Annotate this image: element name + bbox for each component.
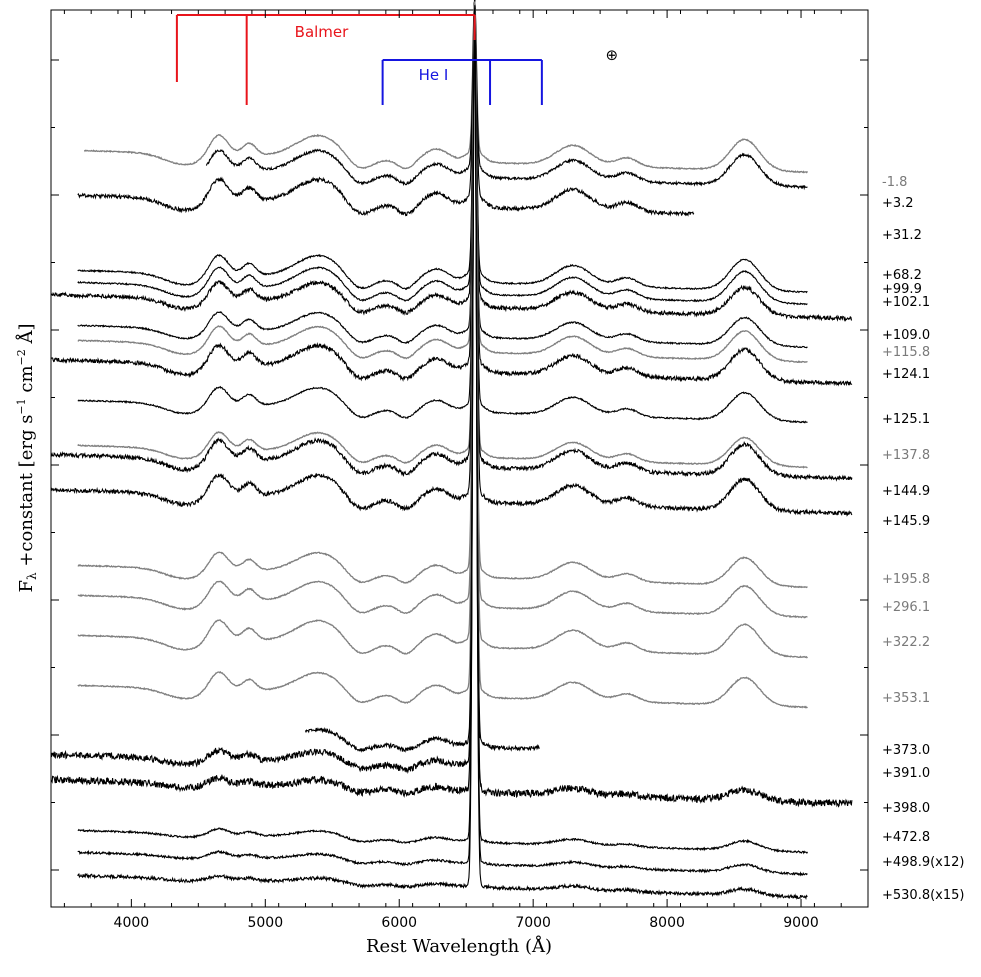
spectrum-line — [77, 11, 808, 877]
epoch-label: +68.2 — [882, 268, 922, 283]
spectrum-line — [50, 0, 853, 387]
x-tick-label: 4000 — [114, 915, 150, 931]
spectrum-line — [77, 1, 808, 424]
y-axis-title-rest: +constant [erg s — [16, 415, 37, 573]
spectrum-line — [83, 0, 808, 174]
epoch-label: +530.8(x15) — [882, 888, 965, 903]
spectrum-line — [50, 7, 853, 808]
epoch-label: +145.9 — [882, 514, 930, 529]
spectrum-line — [77, 11, 808, 900]
y-axis-title-f: F — [16, 580, 37, 593]
x-tick-label: 5000 — [247, 915, 283, 931]
epoch-label: +125.1 — [882, 412, 930, 427]
epoch-label: +391.0 — [882, 766, 930, 781]
epoch-label: +31.2 — [882, 228, 922, 243]
balmer-label: Balmer — [295, 23, 349, 41]
series-layer — [50, 0, 853, 900]
epoch-label: +124.1 — [882, 367, 930, 382]
x-tick-label: 7000 — [515, 915, 551, 931]
x-axis: 4000 5000 6000 7000 8000 9000 — [63, 10, 842, 931]
spectrum-line — [50, 2, 853, 482]
epoch-label: +195.8 — [882, 572, 930, 587]
spectrum-line — [77, 0, 695, 217]
spectrum-line — [304, 5, 540, 753]
epoch-label: +373.0 — [882, 743, 930, 758]
epoch-label: +99.9 — [882, 282, 922, 297]
spectrum-line — [77, 2, 808, 589]
spectrum-line — [77, 2, 808, 469]
epoch-label: -1.8 — [882, 175, 907, 190]
y-axis-title: Fλ +constant [erg s−1 cm−2 Å] — [15, 324, 39, 593]
annotation-layer: Balmer He I ⊕ — [175, 14, 619, 105]
y-axis — [51, 59, 868, 871]
spectrum-line — [77, 1, 808, 364]
y-axis-title-end: Å] — [15, 324, 37, 350]
spectrum-line — [50, 2, 853, 322]
spectrum-line — [50, 8, 481, 774]
epoch-label: +472.8 — [882, 830, 930, 845]
x-tick-label: 9000 — [783, 915, 819, 931]
x-tick-label: 8000 — [649, 915, 685, 931]
epoch-label: +296.1 — [882, 600, 930, 615]
spectrum-line — [50, 0, 853, 517]
epoch-label: +498.9(x12) — [882, 855, 965, 870]
epoch-label: +144.9 — [882, 484, 930, 499]
x-axis-title: Rest Wavelength (Å) — [366, 935, 552, 957]
spectrum-line — [77, 1, 808, 659]
spectrum-line — [77, 10, 808, 855]
epoch-label: +322.2 — [882, 635, 930, 650]
epoch-label: +137.8 — [882, 448, 930, 463]
x-tick-label: 6000 — [381, 915, 417, 931]
y-axis-title-sup2: −2 — [15, 349, 28, 365]
epoch-label: +102.1 — [882, 295, 930, 310]
epoch-label: +353.1 — [882, 691, 930, 706]
spectrum-line — [77, 0, 808, 294]
epoch-label: +398.0 — [882, 801, 930, 816]
telluric-icon: ⊕ — [606, 46, 619, 64]
spectrum-line — [205, 0, 808, 191]
plot-area — [50, 9, 869, 908]
spectrum-line — [77, 1, 808, 619]
epoch-labels: -1.8 +3.2 +31.2 +68.2+99.9+102.1 +109.0 +115.… — [882, 175, 965, 903]
epoch-label: +3.2 — [882, 196, 914, 211]
y-axis-title-sup1: −1 — [15, 398, 28, 414]
y-axis-title-sub: λ — [25, 572, 39, 580]
epoch-label: +115.8 — [882, 345, 930, 360]
y-axis-title-mid: cm — [16, 365, 37, 398]
spectrum-line — [77, 0, 808, 306]
spectrum-line — [77, 2, 808, 349]
epoch-label: +109.0 — [882, 328, 930, 343]
spectrum-line — [77, 2, 808, 709]
hei-label: He I — [419, 66, 449, 84]
